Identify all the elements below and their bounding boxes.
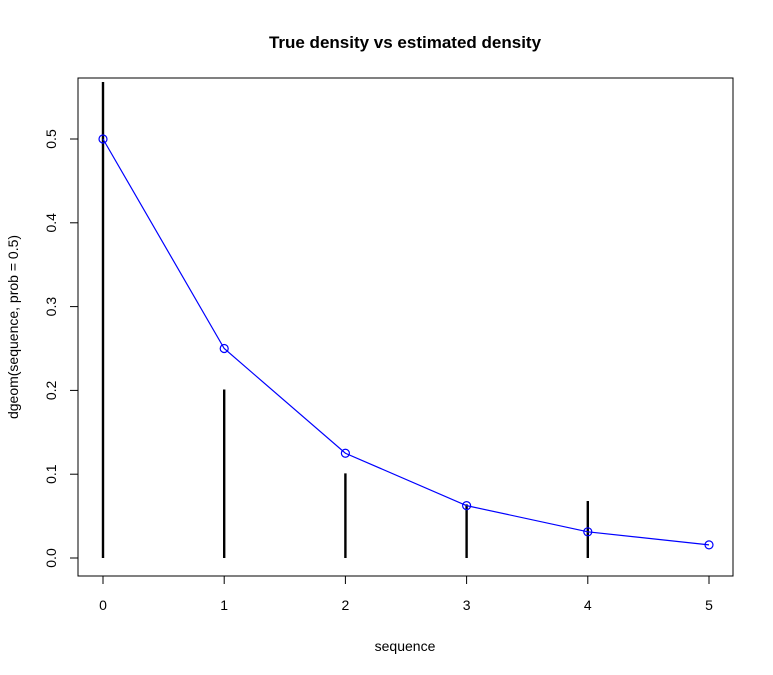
x-tick-label: 0 [99,597,107,613]
true-density-point [340,448,350,458]
y-tick-label: 0.5 [43,129,59,149]
x-tick-label: 5 [705,597,713,613]
true-density-point [219,343,229,354]
y-tick-label: 0.4 [43,213,59,233]
chart-title: True density vs estimated density [269,33,542,52]
y-axis-label: dgeom(sequence, prob = 0.5) [5,235,21,419]
true-density-point [704,540,714,550]
x-tick-label: 3 [463,597,471,613]
plot-frame [77,77,734,577]
y-tick-label: 0.2 [43,380,59,400]
true-density-point [462,501,472,511]
y-axis: 0.0 0.1 0.2 0.3 0.4 0.5 [43,129,79,568]
x-tick-label: 2 [342,597,350,613]
x-axis: 0 1 2 3 4 5 [99,575,713,613]
y-tick-label: 0.1 [43,464,59,484]
chart-marks [98,82,714,558]
x-tick-label: 1 [220,597,228,613]
true-density-line [102,138,710,546]
y-tick-label: 0.3 [43,297,59,317]
true-density-point [583,527,593,537]
y-tick-label: 0.0 [43,548,59,568]
x-tick-label: 4 [584,597,592,613]
true-density-point [98,134,108,144]
x-axis-label: sequence [375,638,436,654]
